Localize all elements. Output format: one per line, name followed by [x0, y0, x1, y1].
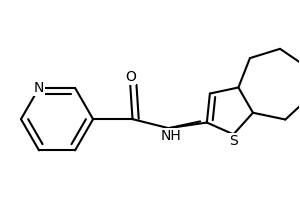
Text: S: S — [229, 134, 238, 148]
Text: O: O — [125, 70, 136, 84]
Text: N: N — [34, 81, 44, 95]
Text: NH: NH — [160, 129, 181, 143]
